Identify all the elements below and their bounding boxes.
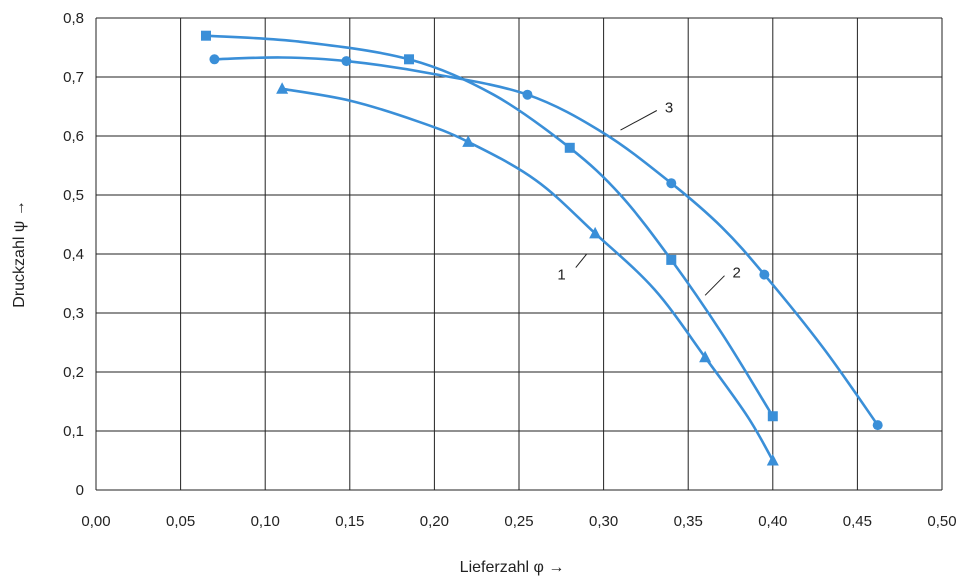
series-3-label: 3 xyxy=(665,100,673,117)
chart-grid xyxy=(95,17,943,491)
series-3-leader-line xyxy=(620,110,658,131)
x-tick-label: 0,15 xyxy=(335,513,364,530)
x-tick-labels: 0,00 0,05 0,10 0,15 0,20 0,25 0,30 0,35 0,40 0,45… xyxy=(81,513,956,530)
series-2-leader-line xyxy=(704,275,725,296)
y-tick-labels: 0 0,1 0,2 0,3 0,4 0,5 0,6 0,7 0,8 xyxy=(63,10,84,499)
y-tick-label: 0,2 xyxy=(63,364,84,381)
series-3-point xyxy=(522,89,533,100)
x-tick-label: 0,50 xyxy=(927,513,956,530)
series-3-point xyxy=(872,420,883,431)
series-2-point xyxy=(666,254,677,265)
x-tick-label: 0,20 xyxy=(420,513,449,530)
series-2-point xyxy=(200,30,211,41)
chart-markers xyxy=(200,30,883,466)
x-tick-label: 0,25 xyxy=(504,513,533,530)
series-1-point xyxy=(699,350,712,363)
series-1-label: 1 xyxy=(557,267,565,284)
series-3-point xyxy=(666,178,677,189)
series-1-point xyxy=(462,135,475,147)
x-axis-label: Lieferzahl φ → xyxy=(460,559,565,576)
y-tick-label: 0 xyxy=(76,482,84,499)
series-3-point xyxy=(759,269,770,280)
curve-labels: 1 2 3 xyxy=(557,100,741,296)
chart-curves xyxy=(204,34,879,462)
y-tick-label: 0,3 xyxy=(63,305,84,322)
x-tick-label: 0,00 xyxy=(81,513,110,530)
x-tick-label: 0,40 xyxy=(758,513,787,530)
series-1-point xyxy=(589,226,602,239)
y-tick-label: 0,4 xyxy=(63,246,84,263)
series-2-point xyxy=(564,142,575,153)
x-tick-label: 0,30 xyxy=(589,513,618,530)
series-3-point xyxy=(209,54,220,65)
y-axis-label: Druckzahl ψ → xyxy=(11,200,28,307)
series-2-point xyxy=(404,54,415,65)
x-tick-label: 0,05 xyxy=(166,513,195,530)
x-tick-label: 0,35 xyxy=(674,513,703,530)
series-1-point xyxy=(276,82,289,94)
series-2-label: 2 xyxy=(733,265,741,282)
x-tick-label: 0,45 xyxy=(843,513,872,530)
y-tick-label: 0,1 xyxy=(63,423,84,440)
y-tick-label: 0,8 xyxy=(63,10,84,27)
series-1-leader-line xyxy=(575,253,588,268)
series-1-point xyxy=(766,454,779,466)
x-tick-label: 0,10 xyxy=(251,513,280,530)
y-tick-label: 0,6 xyxy=(63,128,84,145)
series-2-point xyxy=(767,411,778,422)
series-1-line xyxy=(280,87,775,462)
series-3-point xyxy=(341,56,352,67)
y-tick-label: 0,5 xyxy=(63,187,84,204)
y-tick-label: 0,7 xyxy=(63,69,84,86)
series-3-line xyxy=(213,56,879,427)
